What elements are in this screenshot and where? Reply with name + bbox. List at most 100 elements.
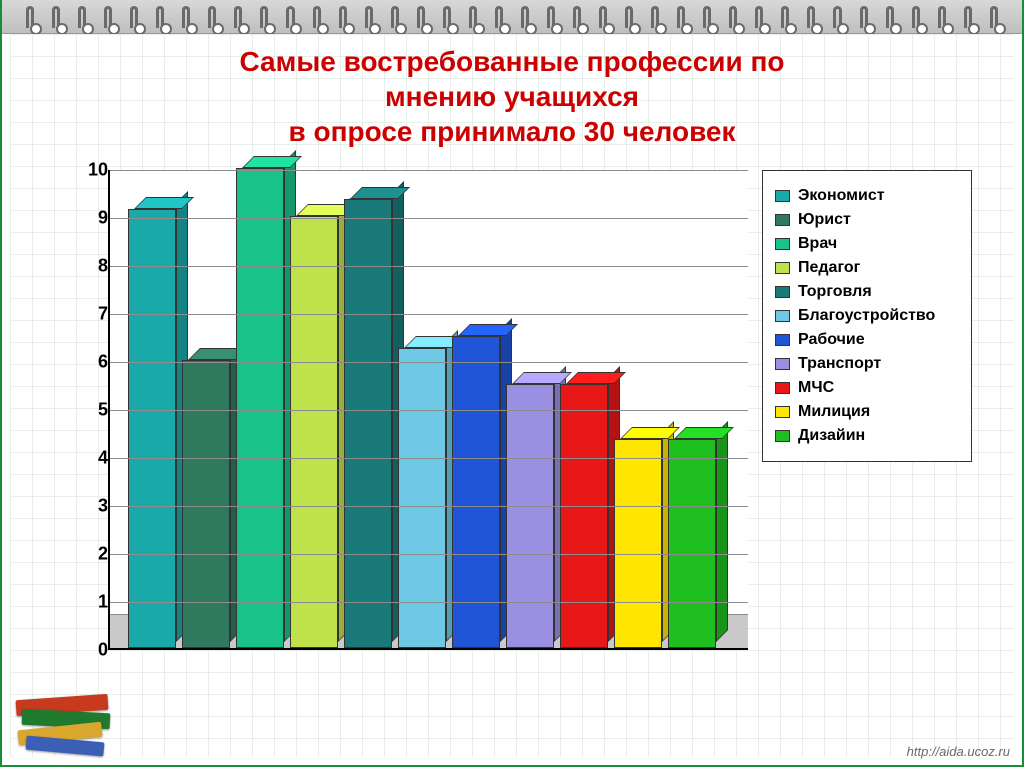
title-line: в опросе принимало 30 человек <box>2 114 1022 149</box>
legend-label: Педагог <box>798 259 860 277</box>
ring <box>912 6 920 28</box>
legend-swatch <box>775 310 790 322</box>
y-tick-label: 0 <box>62 640 108 661</box>
bar <box>560 384 608 648</box>
bar-face <box>290 216 338 648</box>
ring <box>886 6 894 28</box>
gridline <box>110 218 748 219</box>
ring <box>703 6 711 28</box>
gridline <box>110 602 748 603</box>
gridline <box>110 410 748 411</box>
legend-label: Врач <box>798 235 837 253</box>
legend-swatch <box>775 190 790 202</box>
ring <box>208 6 216 28</box>
bar-face <box>560 384 608 648</box>
gridline <box>110 506 748 507</box>
ring <box>52 6 60 28</box>
gridline <box>110 554 748 555</box>
legend-label: Торговля <box>798 283 872 301</box>
legend-label: Рабочие <box>798 331 865 349</box>
legend: Экономист Юрист Врач Педагог Торговля Благоус… <box>762 170 972 462</box>
ring <box>313 6 321 28</box>
legend-label: Дизайин <box>798 427 865 445</box>
legend-item: Дизайин <box>775 427 959 445</box>
y-tick-label: 6 <box>62 352 108 373</box>
ring <box>781 6 789 28</box>
ring <box>833 6 841 28</box>
ring <box>130 6 138 28</box>
spiral-binding <box>2 0 1022 34</box>
bar <box>236 168 284 648</box>
y-tick-label: 7 <box>62 304 108 325</box>
ring <box>807 6 815 28</box>
gridline <box>110 170 748 171</box>
legend-item: Транспорт <box>775 355 959 373</box>
ring <box>990 6 998 28</box>
bars-group <box>128 170 730 648</box>
bar <box>128 209 176 648</box>
legend-swatch <box>775 382 790 394</box>
ring <box>365 6 373 28</box>
gridline <box>110 314 748 315</box>
y-tick-label: 1 <box>62 592 108 613</box>
bar-face <box>506 384 554 648</box>
ring <box>495 6 503 28</box>
legend-swatch <box>775 358 790 370</box>
legend-swatch <box>775 406 790 418</box>
legend-item: МЧС <box>775 379 959 397</box>
legend-item: Милиция <box>775 403 959 421</box>
legend-swatch <box>775 286 790 298</box>
bar-face <box>236 168 284 648</box>
legend-swatch <box>775 214 790 226</box>
ring <box>677 6 685 28</box>
ring <box>260 6 268 28</box>
chart-title: Самые востребованные профессии помнению … <box>2 44 1022 149</box>
ring <box>938 6 946 28</box>
binding-rings <box>2 6 1022 34</box>
legend-label: МЧС <box>798 379 834 397</box>
ring <box>182 6 190 28</box>
legend-item: Педагог <box>775 259 959 277</box>
gridline <box>110 458 748 459</box>
legend-item: Благоустройство <box>775 307 959 325</box>
bar-face <box>614 439 662 648</box>
bar <box>182 360 230 648</box>
legend-label: Юрист <box>798 211 851 229</box>
y-tick-label: 8 <box>62 256 108 277</box>
y-axis: 012345678910 <box>62 170 108 650</box>
legend-swatch <box>775 238 790 250</box>
ring <box>651 6 659 28</box>
ring <box>156 6 164 28</box>
bar-side <box>716 421 728 642</box>
y-tick-label: 10 <box>62 160 108 181</box>
title-line: Самые востребованные профессии по <box>2 44 1022 79</box>
footer-url: http://aida.ucoz.ru <box>907 744 1010 759</box>
bar-face <box>182 360 230 648</box>
ring <box>443 6 451 28</box>
bar-face <box>668 439 716 648</box>
ring <box>78 6 86 28</box>
ring <box>755 6 763 28</box>
ring <box>469 6 477 28</box>
legend-item: Рабочие <box>775 331 959 349</box>
ring <box>286 6 294 28</box>
legend-swatch <box>775 430 790 442</box>
title-line: мнению учащихся <box>2 79 1022 114</box>
plot-area <box>108 170 748 650</box>
ring <box>860 6 868 28</box>
ring <box>573 6 581 28</box>
legend-label: Благоустройство <box>798 307 935 325</box>
y-tick-label: 4 <box>62 448 108 469</box>
ring <box>964 6 972 28</box>
ring <box>729 6 737 28</box>
ring <box>391 6 399 28</box>
ring <box>521 6 529 28</box>
legend-swatch <box>775 262 790 274</box>
bar <box>290 216 338 648</box>
gridline <box>110 266 748 267</box>
ring <box>547 6 555 28</box>
ring <box>26 6 34 28</box>
legend-label: Экономист <box>798 187 885 205</box>
y-tick-label: 2 <box>62 544 108 565</box>
y-tick-label: 5 <box>62 400 108 421</box>
